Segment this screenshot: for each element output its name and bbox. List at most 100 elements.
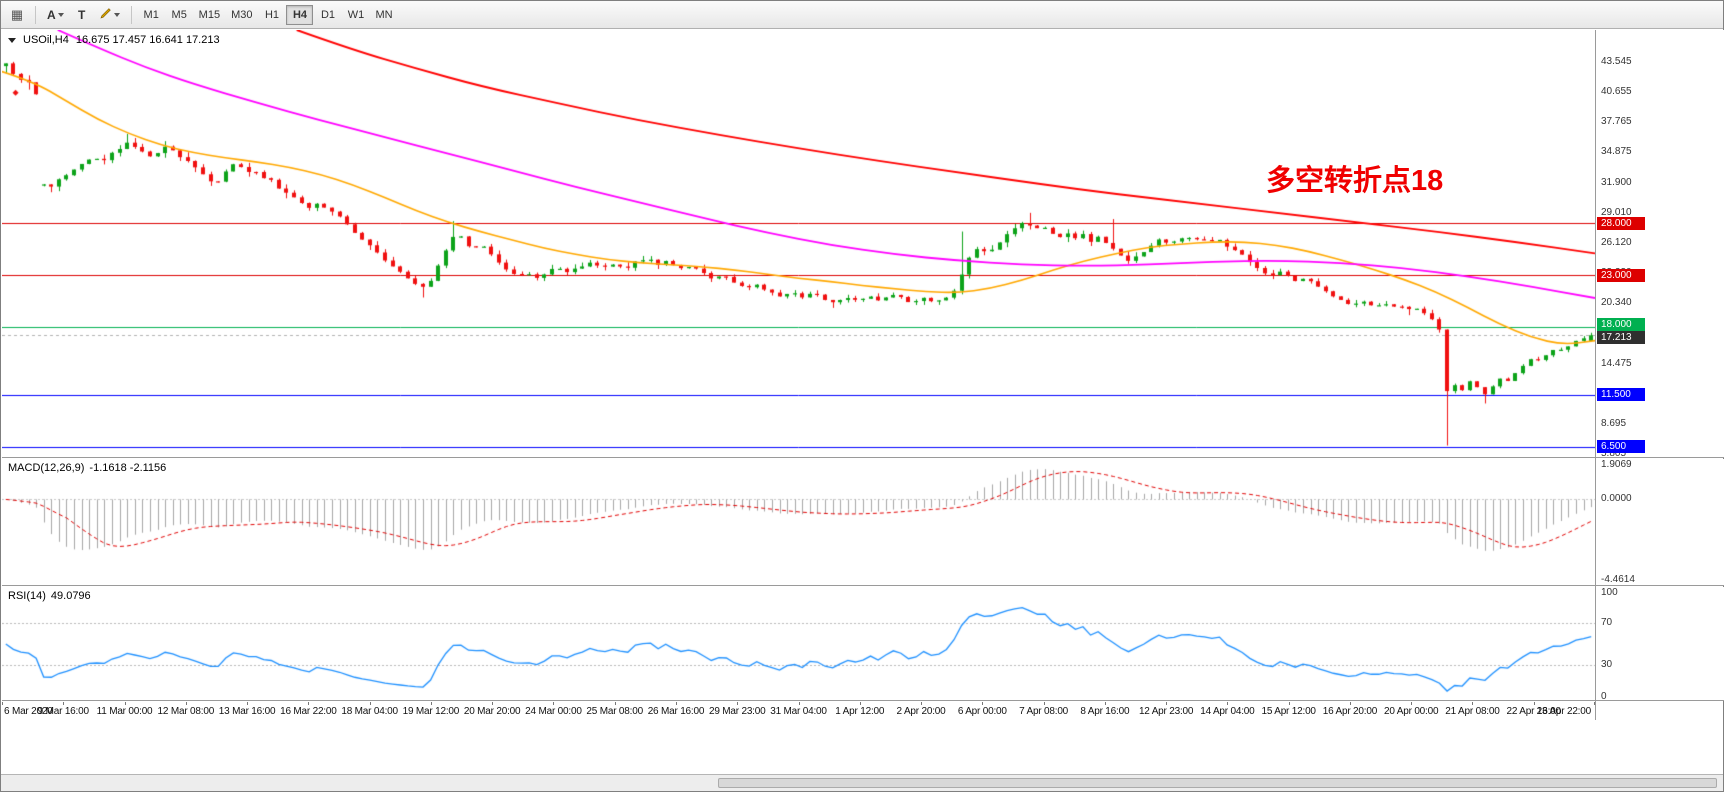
time-axis-tick [370, 702, 371, 705]
price-level-tag[interactable]: 11.500 [1597, 388, 1645, 402]
timeframe-m1[interactable]: M1 [138, 5, 165, 25]
price-axis-label: 26.120 [1601, 236, 1632, 248]
grid-icon: ▦ [10, 6, 24, 22]
pencil-icon [100, 7, 112, 22]
time-axis-label: 24 Mar 00:00 [525, 706, 582, 717]
time-axis-label: 29 Mar 23:00 [708, 706, 766, 717]
chevron-down-icon [113, 12, 120, 17]
text-tool-label: T [78, 7, 86, 22]
macd-name: MACD(12,26,9) [8, 462, 85, 474]
time-axis-tick [125, 702, 126, 705]
time-axis-tick [799, 702, 800, 705]
time-axis-label: 20 Mar 20:00 [463, 706, 521, 717]
arrow-tools-label: A [47, 7, 56, 22]
time-axis-tick [676, 702, 677, 705]
time-axis-tick [1594, 702, 1595, 705]
time-axis-label: 12 Apr 23:00 [1138, 706, 1194, 717]
time-axis-tick [2, 702, 3, 705]
time-axis-label: 23 Apr 22:00 [1536, 706, 1592, 717]
chevron-down-icon [57, 12, 64, 17]
horizontal-scrollbar-thumb[interactable] [718, 778, 1717, 788]
time-axis-label: 16 Mar 22:00 [280, 706, 337, 717]
timeframe-d1[interactable]: D1 [314, 5, 341, 25]
rsi-axis-label: 100 [1601, 587, 1618, 598]
rsi-canvas[interactable] [2, 587, 1595, 701]
symbol-period-label: USOil,H4 [23, 34, 69, 46]
time-axis-tick [308, 702, 309, 705]
time-axis-label: 12 Mar 08:00 [157, 706, 215, 717]
time-axis-label: 6 Apr 00:00 [957, 706, 1007, 717]
text-tool-button[interactable]: T [70, 4, 94, 26]
price-level-tag[interactable]: 23.000 [1597, 268, 1645, 282]
price-chart-canvas[interactable] [2, 30, 1595, 458]
rsi-axis-label: 30 [1601, 659, 1613, 671]
macd-canvas[interactable] [2, 459, 1595, 586]
macd-axis-label: -4.4614 [1601, 574, 1635, 585]
macd-label: MACD(12,26,9) -1.1618 -2.1156 [8, 462, 166, 474]
time-axis-tick [1534, 702, 1535, 705]
macd-values: -1.1618 -2.1156 [89, 462, 167, 474]
timeframe-m30[interactable]: M30 [226, 5, 257, 25]
rsi-name: RSI(14) [8, 590, 46, 602]
chart-toolbar: ▦ A T M1 M5 M15 M30 H1 H4 D1 W1 MN [1, 1, 1723, 29]
macd-axis-label: 0.0000 [1601, 493, 1632, 505]
time-axis-tick [186, 702, 187, 705]
timeframe-mn[interactable]: MN [370, 5, 397, 25]
time-axis-label: 21 Apr 08:00 [1445, 706, 1500, 717]
price-level-tag[interactable]: 17.213 [1597, 331, 1645, 345]
arrow-tools-button[interactable]: A [42, 4, 69, 26]
toolbar-separator [130, 5, 132, 24]
time-axis-tick [737, 702, 738, 705]
price-level-tag[interactable]: 18.000 [1597, 318, 1645, 332]
time-axis-label: 15 Apr 12:00 [1261, 706, 1316, 717]
time-axis-tick [921, 702, 922, 705]
time-axis-tick [553, 702, 554, 705]
time-axis-tick [1044, 702, 1045, 705]
time-axis-label: 7 Apr 08:00 [1019, 706, 1069, 717]
time-axis-tick [492, 702, 493, 705]
rsi-panel: RSI(14) 49.0796 100 70 30 0 [2, 587, 1724, 702]
time-axis-label: 2 Apr 20:00 [896, 706, 946, 717]
time-axis-label: 16 Apr 20:00 [1322, 706, 1378, 717]
price-axis-separator [1595, 30, 1596, 720]
price-axis-label: 29.010 [1601, 206, 1632, 218]
time-axis-label: 26 Mar 16:00 [647, 706, 705, 717]
timeframe-m5[interactable]: M5 [166, 5, 193, 25]
price-axis-label: 5.805 [1601, 447, 1627, 459]
time-axis-label: 19 Mar 12:00 [402, 706, 460, 717]
rsi-label: RSI(14) 49.0796 [8, 590, 91, 602]
chart-annotation-text[interactable]: 多空转折点18 [1266, 165, 1444, 197]
timeframe-h4[interactable]: H4 [286, 4, 314, 25]
time-axis-tick [1289, 702, 1290, 705]
time-axis-tick [1227, 702, 1228, 705]
price-level-tag[interactable]: 6.500 [1597, 440, 1645, 454]
time-axis-tick [1411, 702, 1412, 705]
price-axis-label: 34.875 [1601, 145, 1632, 157]
price-axis-label: 14.475 [1601, 357, 1632, 369]
price-level-tag[interactable]: 28.000 [1597, 216, 1645, 230]
time-axis-label: 13 Mar 16:00 [218, 706, 276, 717]
price-axis-label: 31.900 [1601, 176, 1632, 188]
time-axis-label: 25 Mar 08:00 [586, 706, 643, 717]
draw-tools-button[interactable] [95, 4, 125, 26]
macd-panel: MACD(12,26,9) -1.1618 -2.1156 1.9069 0.000… [2, 459, 1724, 586]
time-axis-label: 9 Mar 16:00 [37, 706, 89, 717]
price-axis-label: 37.765 [1601, 115, 1632, 127]
ohlc-values: 16.675 17.457 16.641 17.213 [75, 34, 220, 46]
chart-mode-button[interactable]: ▦ [5, 4, 29, 26]
time-axis-tick [1472, 702, 1473, 705]
price-axis-label: 40.655 [1601, 85, 1632, 97]
timeframe-h1[interactable]: H1 [258, 5, 285, 25]
time-axis[interactable]: 6 Mar 2020 9 Mar 16:00 11 Mar 00:00 12 Mar … [2, 702, 1595, 719]
bottom-scrollbar-track [1, 774, 1723, 791]
time-axis-tick [247, 702, 248, 705]
chart-menu-arrow-icon[interactable] [8, 37, 16, 43]
time-axis-tick [860, 702, 861, 705]
time-axis-label: 31 Mar 04:00 [770, 706, 827, 717]
timeframe-m15[interactable]: M15 [194, 5, 225, 25]
price-axis-label: 8.695 [1601, 417, 1627, 429]
time-axis-label: 20 Apr 00:00 [1384, 706, 1439, 717]
time-axis-label: 1 Apr 12:00 [835, 706, 885, 717]
timeframe-w1[interactable]: W1 [342, 5, 369, 25]
